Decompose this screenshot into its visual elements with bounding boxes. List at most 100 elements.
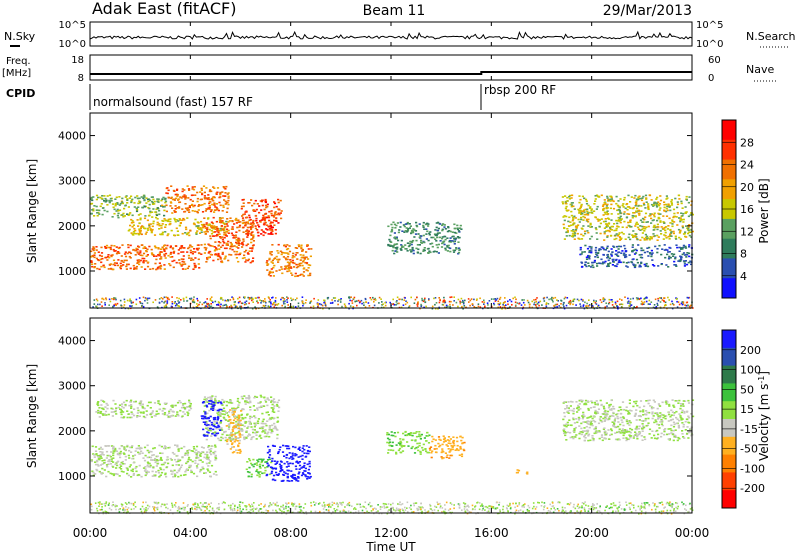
station-title: Adak East (fitACF) <box>92 0 236 18</box>
scatter-cell-power-4 <box>233 237 237 239</box>
scatter-cell-power-8 <box>690 236 693 238</box>
scatter-cell-power-8 <box>629 207 632 209</box>
scatter-cell-power-3 <box>156 221 159 224</box>
scatter-cell-velocity-0 <box>158 476 161 478</box>
scatter-cell-power-6 <box>291 259 294 262</box>
scatter-cell-power-7 <box>422 241 425 244</box>
scatter-cell-velocity-6 <box>285 466 288 468</box>
scatter-cell-power-1 <box>95 194 99 197</box>
scatter-cell-power-4 <box>211 222 214 225</box>
scatter-cell-power-6 <box>286 252 289 254</box>
scatter-cell-velocity-0 <box>140 475 143 478</box>
scatter-cell-power-ground <box>165 296 167 298</box>
scatter-cell-power-0 <box>196 249 199 251</box>
scatter-cell-velocity-2 <box>241 424 244 426</box>
scatter-cell-power-ground <box>101 305 103 307</box>
scatter-cell-power-6 <box>265 261 268 264</box>
scatter-cell-power-ground <box>310 300 313 302</box>
scatter-cell-velocity-1 <box>141 403 144 406</box>
scatter-cell-power-8 <box>573 215 576 218</box>
scatter-cell-power-9 <box>602 247 605 250</box>
scatter-cell-velocity-2 <box>213 421 216 423</box>
scatter-cell-power-2 <box>212 199 215 202</box>
scatter-cell-power-ground <box>292 305 295 308</box>
scatter-cell-velocity-0 <box>132 455 135 457</box>
scatter-cell-velocity-7 <box>390 431 393 433</box>
scatter-cell-power-9 <box>654 245 657 248</box>
scatter-cell-velocity-0 <box>124 459 127 461</box>
scatter-cell-power-ground <box>522 301 525 304</box>
scatter-cell-velocity-1 <box>145 410 148 412</box>
scatter-cell-velocity-1 <box>154 415 157 417</box>
scatter-cell-power-8 <box>582 210 585 213</box>
scatter-cell-power-9 <box>607 264 610 267</box>
scatter-cell-power-4 <box>221 238 224 241</box>
noise-right-tick-top: 10^5 <box>696 20 723 31</box>
scatter-cell-power-ground <box>438 301 441 304</box>
velocity-scatter-layer <box>90 394 695 515</box>
scatter-cell-power-3 <box>133 227 136 230</box>
scatter-cell-power-7 <box>453 249 457 252</box>
scatter-cell-power-ground <box>579 303 581 305</box>
scatter-cell-power-7 <box>393 223 396 226</box>
scatter-cell-power-7 <box>406 230 409 233</box>
scatter-cell-power-ground <box>349 299 351 302</box>
scatter-cell-power-3 <box>226 218 229 220</box>
scatter-cell-power-7 <box>418 223 421 225</box>
scatter-cell-power-1 <box>119 202 122 205</box>
scatter-cell-power-7 <box>432 236 435 239</box>
scatter-cell-power-4 <box>252 219 255 222</box>
scatter-cell-velocity-2 <box>269 429 272 431</box>
scatter-cell-power-1 <box>138 202 141 204</box>
scatter-cell-velocity-0 <box>177 448 180 451</box>
scatter-cell-velocity-2 <box>261 420 264 423</box>
scatter-cell-velocity-4 <box>228 435 231 437</box>
scatter-cell-power-ground <box>475 299 478 301</box>
scatter-cell-velocity-6 <box>275 474 278 476</box>
scatter-cell-power-9 <box>607 250 610 253</box>
scatter-cell-power-ground <box>156 306 159 308</box>
scatter-cell-velocity-1 <box>179 409 182 412</box>
scatter-cell-power-6 <box>283 244 286 247</box>
scatter-cell-power-7 <box>438 236 441 239</box>
scatter-cell-power-7 <box>452 249 455 252</box>
scatter-cell-velocity-3 <box>209 415 212 418</box>
scatter-cell-velocity-2 <box>231 407 234 410</box>
scatter-cell-power-ground <box>557 300 559 302</box>
scatter-cell-velocity-6 <box>304 470 307 472</box>
scatter-cell-power-2 <box>178 201 182 203</box>
scatter-cell-power-8 <box>581 195 584 198</box>
scatter-cell-velocity-0 <box>118 452 121 455</box>
scatter-cell-velocity-0 <box>127 474 130 477</box>
scatter-cell-power-3 <box>182 217 185 220</box>
scatter-cell-power-ground <box>558 305 560 307</box>
scatter-cell-power-7 <box>449 250 452 253</box>
scatter-cell-power-7 <box>416 225 419 228</box>
scatter-cell-velocity-2 <box>265 411 268 414</box>
scatter-cell-velocity-0 <box>98 458 101 461</box>
scatter-cell-power-9 <box>684 247 688 249</box>
scatter-cell-power-8 <box>626 206 630 208</box>
scatter-cell-power-4 <box>217 244 220 247</box>
scatter-cell-power-8 <box>674 197 677 200</box>
scatter-cell-power-4 <box>214 231 217 233</box>
scatter-cell-velocity-2 <box>273 417 276 419</box>
scatter-cell-power-ground <box>553 304 556 307</box>
scatter-cell-power-8 <box>584 213 587 216</box>
scatter-cell-velocity-0 <box>163 445 166 447</box>
scatter-cell-power-4 <box>238 239 241 242</box>
scatter-cell-power-ground <box>196 297 198 300</box>
scatter-cell-power-ground <box>160 297 163 299</box>
scatter-cell-velocity-1 <box>101 413 104 415</box>
scatter-cell-power-8 <box>572 218 575 221</box>
scatter-cell-velocity-0 <box>151 454 154 457</box>
scatter-cell-power-1 <box>158 209 161 212</box>
scatter-cell-power-ground <box>180 306 182 308</box>
scatter-cell-power-4 <box>243 257 246 259</box>
scatter-cell-velocity-0 <box>101 453 104 455</box>
scatter-cell-power-3 <box>153 234 157 236</box>
scatter-cell-power-0 <box>106 259 109 261</box>
scatter-cell-power-0 <box>132 264 135 267</box>
scatter-cell-power-ground <box>158 302 161 304</box>
scatter-cell-power-9 <box>590 248 593 250</box>
